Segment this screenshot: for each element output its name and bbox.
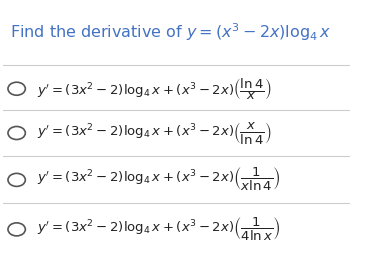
Text: $y' = (3x^2 - 2)\log_4 x + (x^3 - 2x)\left(\dfrac{\ln 4}{x}\right)$: $y' = (3x^2 - 2)\log_4 x + (x^3 - 2x)\le… <box>38 76 272 102</box>
Text: $y' = (3x^2 - 2)\log_4 x + (x^3 - 2x)\left(\dfrac{1}{x\ln 4}\right)$: $y' = (3x^2 - 2)\log_4 x + (x^3 - 2x)\le… <box>38 166 281 193</box>
Text: $y' = (3x^2 - 2)\log_4 x + (x^3 - 2x)\left(\dfrac{1}{4\ln x}\right)$: $y' = (3x^2 - 2)\log_4 x + (x^3 - 2x)\le… <box>38 216 281 243</box>
Text: $y' = (3x^2 - 2)\log_4 x + (x^3 - 2x)\left(\dfrac{x}{\ln 4}\right)$: $y' = (3x^2 - 2)\log_4 x + (x^3 - 2x)\le… <box>38 120 272 146</box>
Text: Find the derivative of $y = (x^3 - 2x)\log_4 x$: Find the derivative of $y = (x^3 - 2x)\l… <box>10 21 331 43</box>
